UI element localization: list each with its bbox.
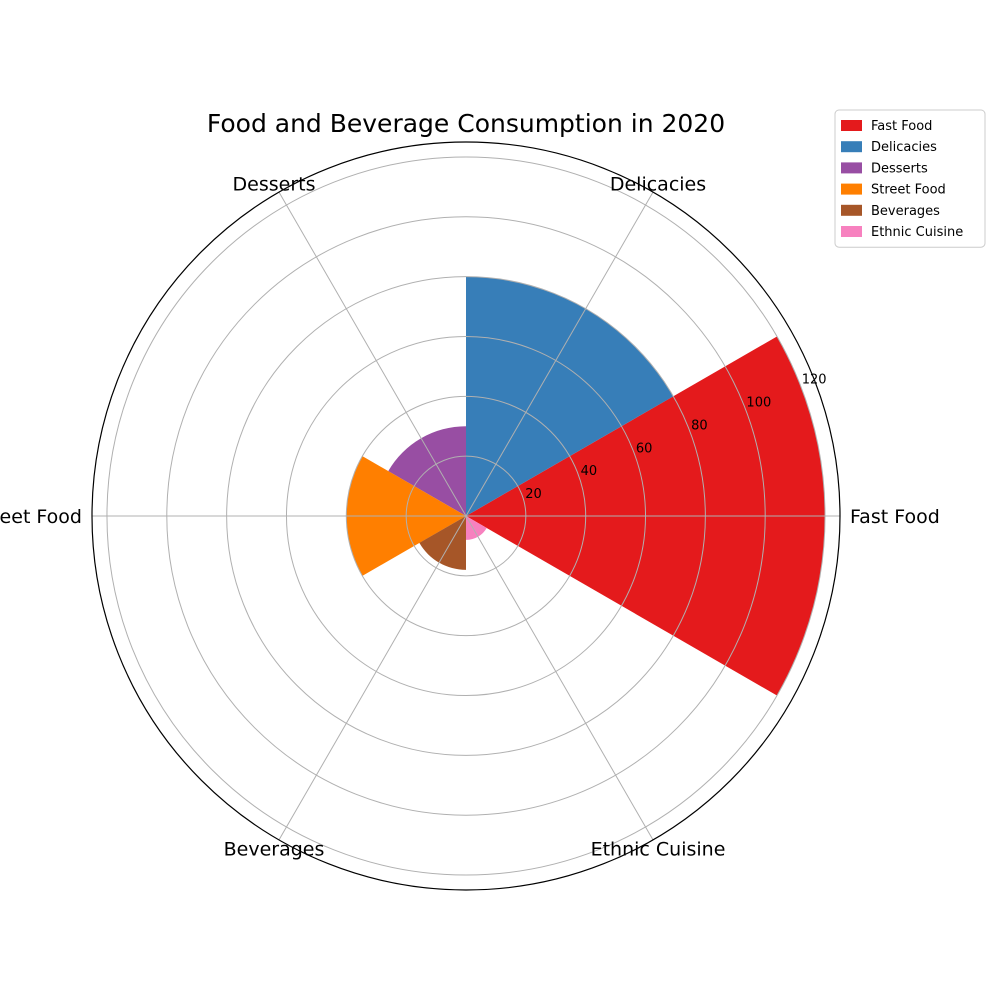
category-label: Ethnic Cuisine [591, 839, 726, 861]
category-label: Beverages [224, 839, 325, 861]
grid-spoke [278, 191, 467, 517]
radial-tick-label: 100 [746, 396, 771, 411]
category-label: Desserts [233, 173, 316, 195]
radial-tick-label: 60 [636, 441, 653, 456]
bar-beverages [419, 516, 466, 570]
plot-frame [91, 141, 841, 891]
chart-title: Food and Beverage Consumption in 2020 [207, 109, 725, 138]
legend-swatch [841, 141, 862, 153]
bar-delicacies [466, 276, 674, 516]
bar-ethnic-cuisine [466, 516, 487, 540]
legend-entry: Fast Food [871, 119, 932, 134]
radial-tick-label: 20 [525, 487, 542, 502]
grid-spoke [465, 515, 654, 841]
radial-tick-label: 40 [581, 464, 598, 479]
category-label: Fast Food [850, 506, 940, 528]
grid-spoke [465, 191, 654, 517]
legend: Fast Food Delicacies Desserts Street Food Be… [834, 109, 986, 248]
radial-tick-label: 120 [802, 373, 827, 388]
legend-entry: Beverages [871, 204, 940, 219]
legend-entry: Street Food [871, 183, 946, 198]
legend-entry: Desserts [871, 161, 928, 176]
category-label: Street Food [0, 506, 82, 528]
legend-entry: Delicacies [871, 140, 937, 155]
legend-swatch [841, 162, 862, 174]
legend-swatch [841, 226, 862, 237]
radial-tick-label: 80 [691, 418, 708, 433]
legend-frame [834, 109, 986, 248]
legend-swatch [841, 120, 862, 131]
legend-entry: Ethnic Cuisine [871, 225, 963, 240]
grid-spoke [278, 515, 467, 841]
category-label: Delicacies [610, 173, 706, 195]
legend-swatch [841, 183, 862, 195]
legend-swatch [841, 204, 862, 216]
